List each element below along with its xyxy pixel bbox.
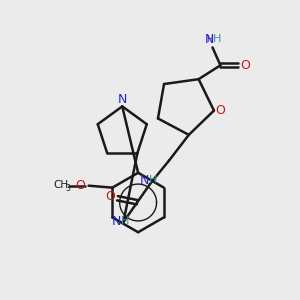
Text: O: O: [240, 59, 250, 72]
Text: H: H: [149, 176, 157, 185]
Text: O: O: [106, 190, 116, 203]
Text: O: O: [76, 179, 85, 192]
Text: N: N: [112, 214, 121, 227]
Text: H: H: [121, 216, 130, 226]
Text: H: H: [206, 35, 213, 44]
Text: N: N: [118, 93, 127, 106]
Text: O: O: [215, 104, 225, 117]
Text: N: N: [140, 174, 149, 187]
Text: N: N: [205, 33, 214, 46]
Text: CH: CH: [53, 180, 68, 190]
Text: 3: 3: [65, 184, 70, 193]
Text: H: H: [213, 34, 222, 44]
